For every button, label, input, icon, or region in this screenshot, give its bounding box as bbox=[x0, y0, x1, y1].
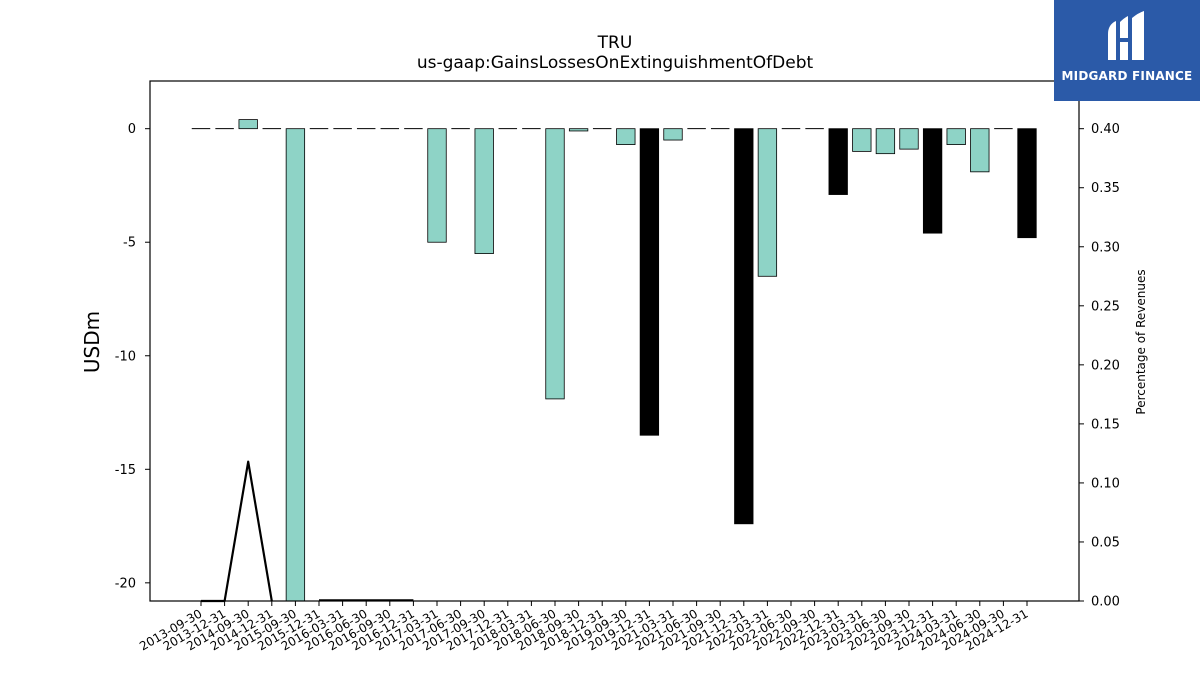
y-axis-right-label: Percentage of Revenues bbox=[1134, 269, 1148, 414]
y-tick-label: -20 bbox=[115, 576, 136, 591]
y-right-tick-label: 0.20 bbox=[1091, 358, 1120, 373]
bar bbox=[734, 128, 754, 525]
bar bbox=[427, 128, 447, 243]
y-axis-label: USDm bbox=[80, 311, 104, 373]
bar bbox=[852, 128, 872, 152]
bar bbox=[970, 128, 990, 173]
y-tick-label: -5 bbox=[123, 236, 136, 251]
y-right-tick-label: 0.35 bbox=[1091, 181, 1120, 196]
bar bbox=[238, 119, 258, 130]
y-right-tick-label: 0.30 bbox=[1091, 240, 1120, 255]
y-right-tick-label: 0.15 bbox=[1091, 417, 1120, 432]
bar bbox=[899, 128, 919, 150]
bar bbox=[757, 128, 778, 277]
y-tick-label: -10 bbox=[115, 349, 136, 364]
bar bbox=[545, 128, 565, 400]
bar bbox=[285, 128, 306, 602]
bar bbox=[568, 128, 589, 132]
y-right-tick-label: 0.10 bbox=[1091, 476, 1120, 491]
bar bbox=[474, 128, 494, 254]
plot-area: 0 -5 -10 -15 -20 0.00 0.05 0.10 0.15 0.20 0.25 0.30… bbox=[115, 119, 1120, 653]
percent-revenues-line bbox=[201, 460, 273, 603]
y-right-tick-label: 0.25 bbox=[1091, 299, 1120, 314]
bar bbox=[1017, 128, 1037, 239]
y-right-tick-label: 0.40 bbox=[1091, 122, 1120, 137]
brand-logo-icon bbox=[1108, 11, 1144, 60]
bar bbox=[663, 128, 683, 141]
y-right-tick-label: 0.05 bbox=[1091, 535, 1120, 550]
bar bbox=[639, 128, 660, 436]
bar bbox=[828, 128, 848, 195]
brand-logo: MIDGARD FINANCE bbox=[1054, 0, 1200, 101]
bar bbox=[946, 128, 966, 145]
chart-title: TRU bbox=[597, 33, 633, 53]
bar bbox=[875, 128, 896, 155]
brand-name: MIDGARD FINANCE bbox=[1061, 69, 1193, 83]
y-tick-label: -15 bbox=[115, 463, 136, 478]
chart-subtitle: us-gaap:GainsLossesOnExtinguishmentOfDeb… bbox=[417, 53, 814, 73]
y-tick-label: 0 bbox=[128, 122, 136, 137]
y-right-tick-label: 0.00 bbox=[1091, 595, 1120, 610]
bar bbox=[616, 128, 636, 145]
bar bbox=[922, 128, 943, 234]
plot-frame bbox=[149, 80, 1080, 602]
